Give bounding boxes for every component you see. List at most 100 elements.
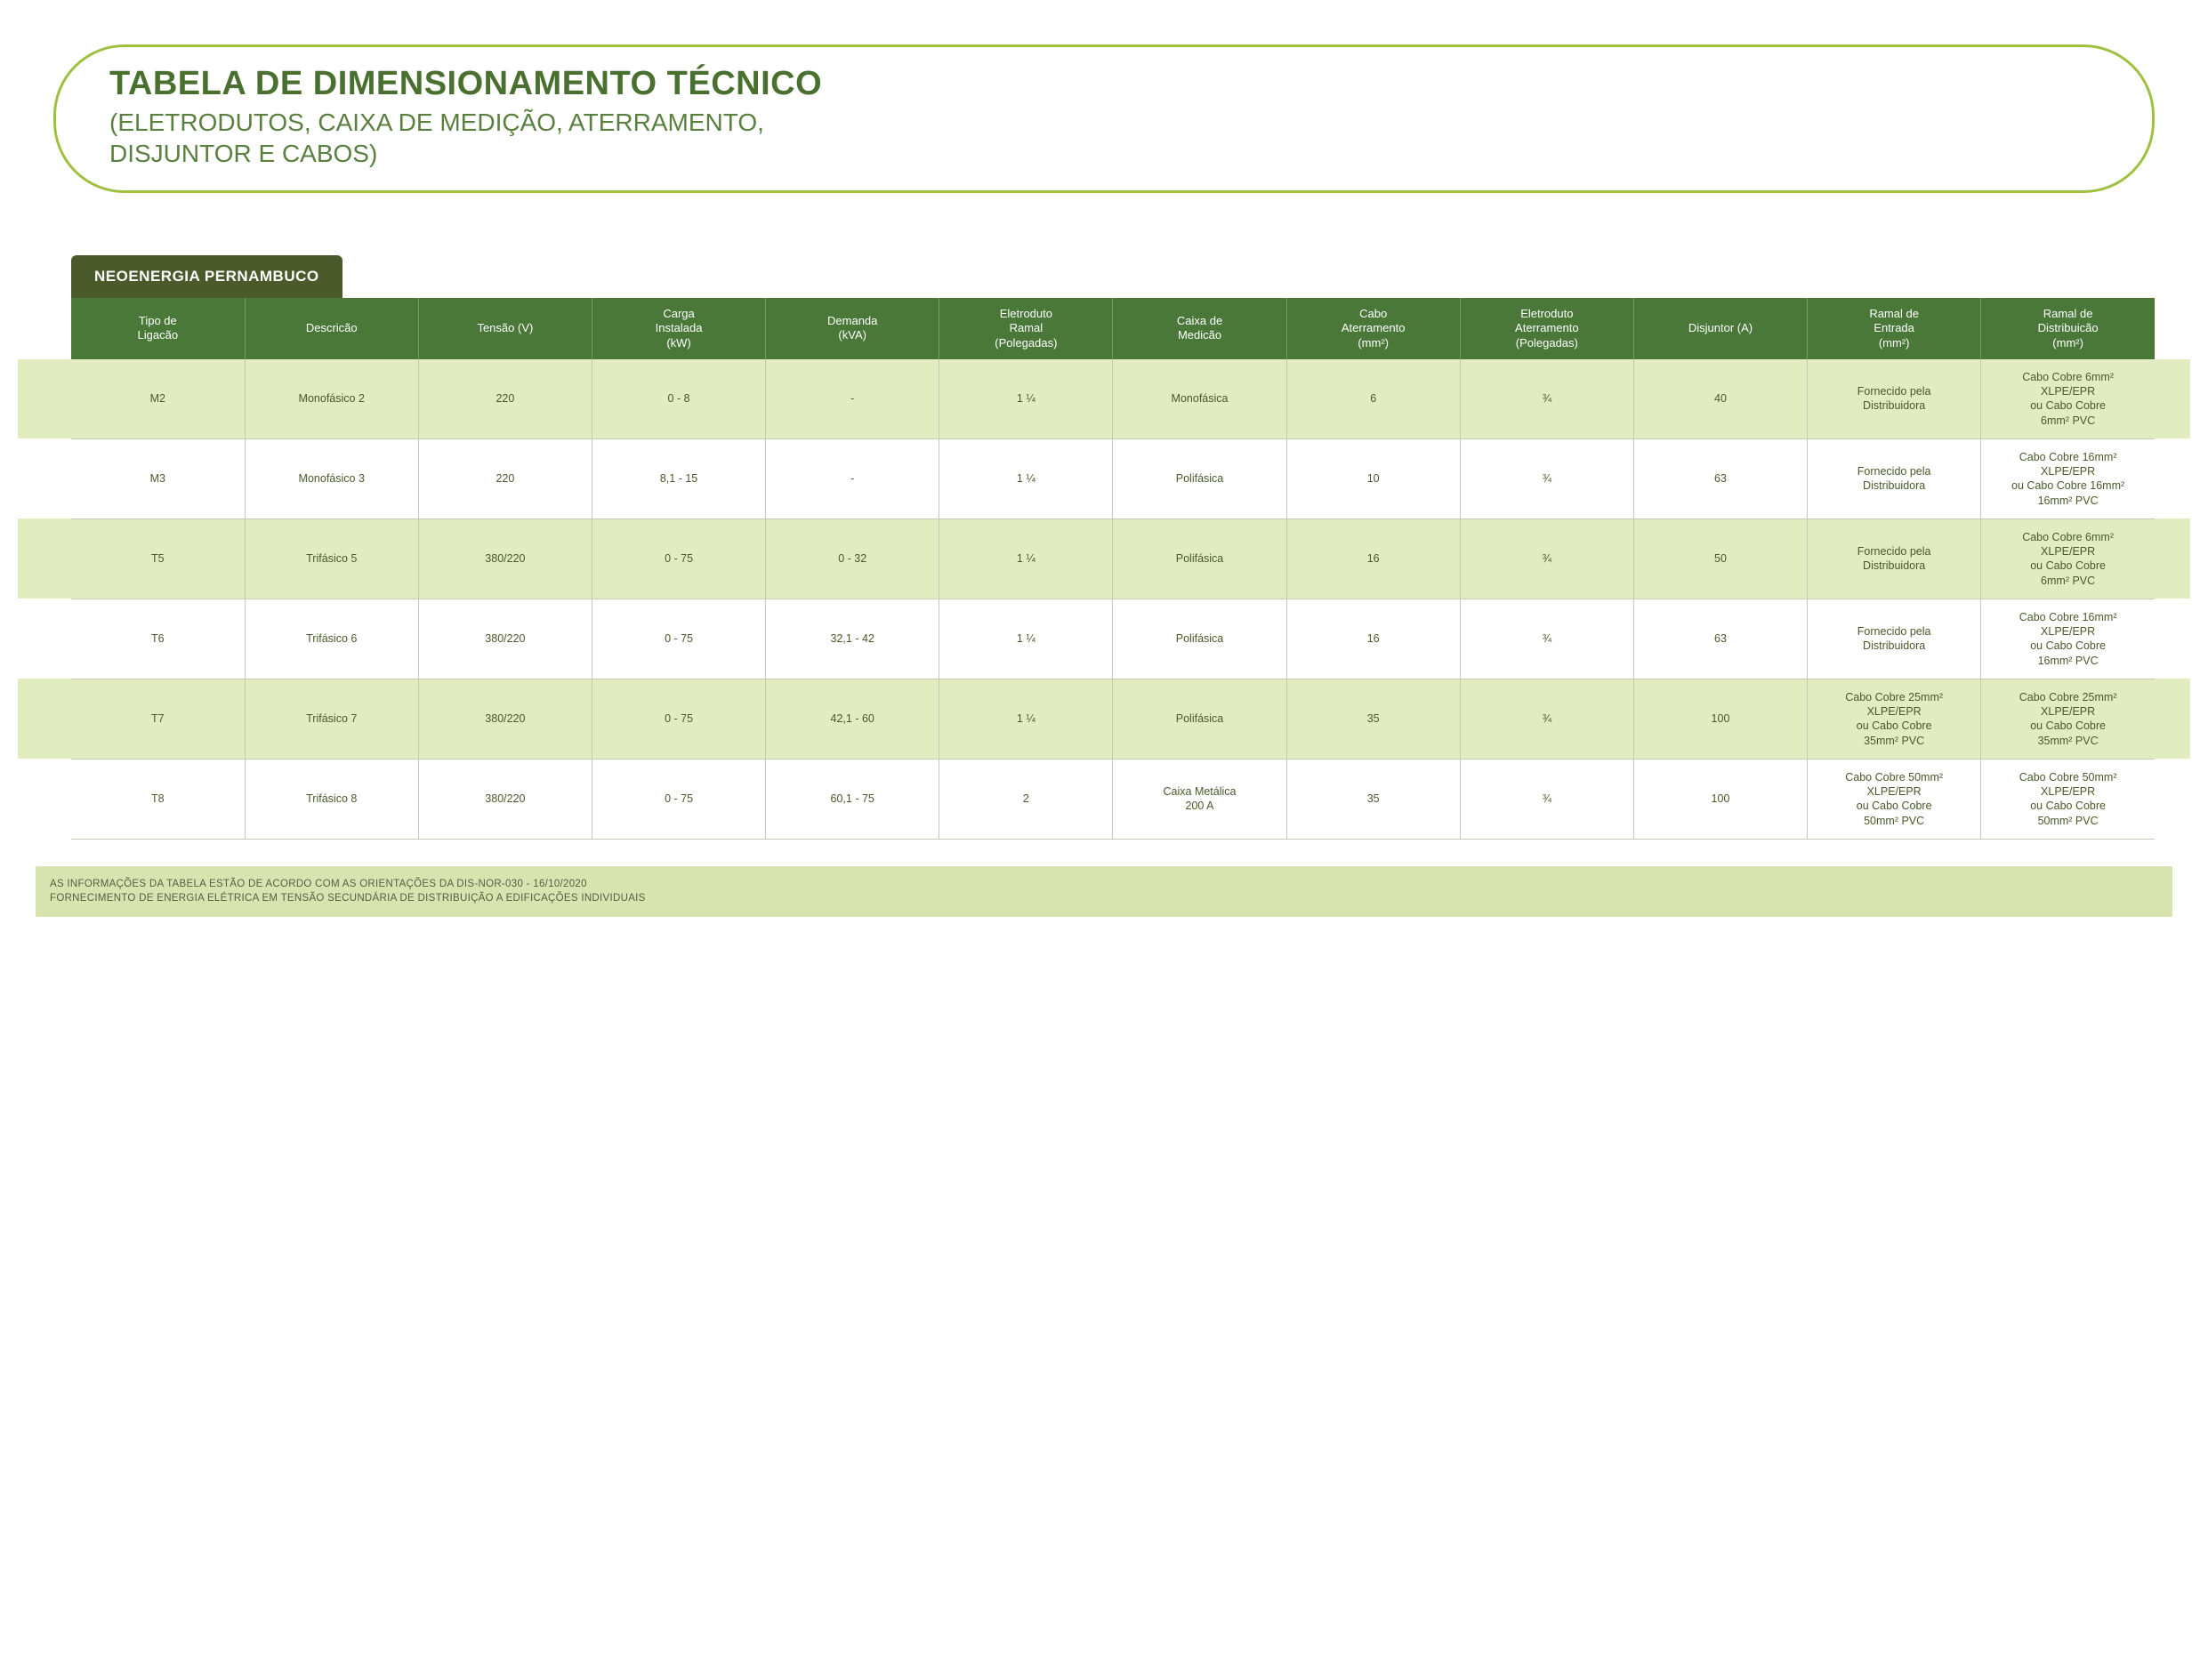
title-box: TABELA DE DIMENSIONAMENTO TÉCNICO (ELETR… bbox=[53, 44, 2155, 193]
cell-r1-c7: 10 bbox=[1286, 438, 1460, 518]
cell-r1-c11: Cabo Cobre 16mm² XLPE/EPR ou Cabo Cobre … bbox=[1981, 438, 2155, 518]
col-header-1: Descricão bbox=[245, 298, 418, 359]
table-row: M2Monofásico 22200 - 8-1 ¼Monofásica6¾40… bbox=[71, 359, 2155, 439]
cell-r4-c5: 1 ¼ bbox=[939, 679, 1113, 759]
cell-r3-c8: ¾ bbox=[1460, 599, 1633, 679]
page-subtitle: (ELETRODUTOS, CAIXA DE MEDIÇÃO, ATERRAME… bbox=[109, 107, 2099, 169]
cell-r0-c5: 1 ¼ bbox=[939, 359, 1113, 439]
cell-r2-c9: 50 bbox=[1633, 518, 1807, 599]
cell-r0-c7: 6 bbox=[1286, 359, 1460, 439]
col-header-5: Eletroduto Ramal (Polegadas) bbox=[939, 298, 1113, 359]
footer-line-2: FORNECIMENTO DE ENERGIA ELÉTRICA EM TENS… bbox=[50, 891, 2158, 906]
sizing-table: Tipo de LigacãoDescricãoTensão (V)Carga … bbox=[71, 298, 2155, 840]
cell-r2-c6: Polifásica bbox=[1113, 518, 1286, 599]
cell-r4-c1: Trifásico 7 bbox=[245, 679, 418, 759]
cell-r2-c5: 1 ¼ bbox=[939, 518, 1113, 599]
cell-r3-c2: 380/220 bbox=[418, 599, 592, 679]
cell-r4-c7: 35 bbox=[1286, 679, 1460, 759]
cell-r4-c11: Cabo Cobre 25mm² XLPE/EPR ou Cabo Cobre … bbox=[1981, 679, 2155, 759]
cell-r5-c9: 100 bbox=[1633, 759, 1807, 839]
col-header-11: Ramal de Distribuicão (mm²) bbox=[1981, 298, 2155, 359]
table-row: T8Trifásico 8380/2200 - 7560,1 - 752Caix… bbox=[71, 759, 2155, 839]
cell-r3-c1: Trifásico 6 bbox=[245, 599, 418, 679]
cell-r4-c6: Polifásica bbox=[1113, 679, 1286, 759]
col-header-2: Tensão (V) bbox=[418, 298, 592, 359]
table-row: T5Trifásico 5380/2200 - 750 - 321 ¼Polif… bbox=[71, 518, 2155, 599]
table-region: NEOENERGIA PERNAMBUCO Tipo de LigacãoDes… bbox=[36, 255, 2172, 840]
cell-r1-c6: Polifásica bbox=[1113, 438, 1286, 518]
table-row: T6Trifásico 6380/2200 - 7532,1 - 421 ¼Po… bbox=[71, 599, 2155, 679]
cell-r0-c8: ¾ bbox=[1460, 359, 1633, 439]
cell-r5-c8: ¾ bbox=[1460, 759, 1633, 839]
cell-r0-c10: Fornecido pela Distribuidora bbox=[1808, 359, 1981, 439]
cell-r0-c0: M2 bbox=[71, 359, 245, 439]
cell-r5-c6: Caixa Metálica 200 A bbox=[1113, 759, 1286, 839]
cell-r0-c1: Monofásico 2 bbox=[245, 359, 418, 439]
cell-r5-c4: 60,1 - 75 bbox=[766, 759, 939, 839]
cell-r3-c3: 0 - 75 bbox=[592, 599, 765, 679]
col-header-0: Tipo de Ligacão bbox=[71, 298, 245, 359]
col-header-9: Disjuntor (A) bbox=[1633, 298, 1807, 359]
cell-r5-c7: 35 bbox=[1286, 759, 1460, 839]
cell-r2-c1: Trifásico 5 bbox=[245, 518, 418, 599]
cell-r2-c11: Cabo Cobre 6mm² XLPE/EPR ou Cabo Cobre 6… bbox=[1981, 518, 2155, 599]
cell-r5-c10: Cabo Cobre 50mm² XLPE/EPR ou Cabo Cobre … bbox=[1808, 759, 1981, 839]
cell-r1-c3: 8,1 - 15 bbox=[592, 438, 765, 518]
cell-r5-c3: 0 - 75 bbox=[592, 759, 765, 839]
cell-r5-c2: 380/220 bbox=[418, 759, 592, 839]
cell-r1-c8: ¾ bbox=[1460, 438, 1633, 518]
cell-r0-c9: 40 bbox=[1633, 359, 1807, 439]
cell-r2-c10: Fornecido pela Distribuidora bbox=[1808, 518, 1981, 599]
cell-r1-c10: Fornecido pela Distribuidora bbox=[1808, 438, 1981, 518]
cell-r4-c4: 42,1 - 60 bbox=[766, 679, 939, 759]
cell-r4-c8: ¾ bbox=[1460, 679, 1633, 759]
cell-r0-c3: 0 - 8 bbox=[592, 359, 765, 439]
col-header-10: Ramal de Entrada (mm²) bbox=[1808, 298, 1981, 359]
cell-r4-c3: 0 - 75 bbox=[592, 679, 765, 759]
cell-r3-c4: 32,1 - 42 bbox=[766, 599, 939, 679]
cell-r3-c6: Polifásica bbox=[1113, 599, 1286, 679]
cell-r1-c4: - bbox=[766, 438, 939, 518]
cell-r2-c0: T5 bbox=[71, 518, 245, 599]
footer-note: AS INFORMAÇÕES DA TABELA ESTÃO DE ACORDO… bbox=[36, 866, 2172, 917]
cell-r4-c0: T7 bbox=[71, 679, 245, 759]
cell-r1-c5: 1 ¼ bbox=[939, 438, 1113, 518]
cell-r0-c6: Monofásica bbox=[1113, 359, 1286, 439]
table-row: M3Monofásico 32208,1 - 15-1 ¼Polifásica1… bbox=[71, 438, 2155, 518]
cell-r0-c4: - bbox=[766, 359, 939, 439]
cell-r2-c3: 0 - 75 bbox=[592, 518, 765, 599]
table-body: M2Monofásico 22200 - 8-1 ¼Monofásica6¾40… bbox=[71, 359, 2155, 840]
col-header-8: Eletroduto Aterramento (Polegadas) bbox=[1460, 298, 1633, 359]
col-header-4: Demanda (kVA) bbox=[766, 298, 939, 359]
cell-r1-c0: M3 bbox=[71, 438, 245, 518]
cell-r5-c5: 2 bbox=[939, 759, 1113, 839]
cell-r1-c1: Monofásico 3 bbox=[245, 438, 418, 518]
page-title: TABELA DE DIMENSIONAMENTO TÉCNICO bbox=[109, 65, 2099, 103]
cell-r2-c4: 0 - 32 bbox=[766, 518, 939, 599]
cell-r5-c0: T8 bbox=[71, 759, 245, 839]
cell-r3-c9: 63 bbox=[1633, 599, 1807, 679]
cell-r5-c11: Cabo Cobre 50mm² XLPE/EPR ou Cabo Cobre … bbox=[1981, 759, 2155, 839]
cell-r2-c8: ¾ bbox=[1460, 518, 1633, 599]
cell-r2-c7: 16 bbox=[1286, 518, 1460, 599]
cell-r3-c7: 16 bbox=[1286, 599, 1460, 679]
col-header-6: Caixa de Medicão bbox=[1113, 298, 1286, 359]
cell-r0-c11: Cabo Cobre 6mm² XLPE/EPR ou Cabo Cobre 6… bbox=[1981, 359, 2155, 439]
cell-r3-c10: Fornecido pela Distribuidora bbox=[1808, 599, 1981, 679]
cell-r4-c9: 100 bbox=[1633, 679, 1807, 759]
table-row: T7Trifásico 7380/2200 - 7542,1 - 601 ¼Po… bbox=[71, 679, 2155, 759]
table-tab: NEOENERGIA PERNAMBUCO bbox=[71, 255, 342, 298]
table-header: Tipo de LigacãoDescricãoTensão (V)Carga … bbox=[71, 298, 2155, 359]
cell-r4-c10: Cabo Cobre 25mm² XLPE/EPR ou Cabo Cobre … bbox=[1808, 679, 1981, 759]
cell-r0-c2: 220 bbox=[418, 359, 592, 439]
cell-r3-c5: 1 ¼ bbox=[939, 599, 1113, 679]
cell-r3-c0: T6 bbox=[71, 599, 245, 679]
cell-r5-c1: Trifásico 8 bbox=[245, 759, 418, 839]
cell-r2-c2: 380/220 bbox=[418, 518, 592, 599]
footer-line-1: AS INFORMAÇÕES DA TABELA ESTÃO DE ACORDO… bbox=[50, 877, 2158, 892]
col-header-3: Carga Instalada (kW) bbox=[592, 298, 765, 359]
cell-r1-c2: 220 bbox=[418, 438, 592, 518]
cell-r3-c11: Cabo Cobre 16mm² XLPE/EPR ou Cabo Cobre … bbox=[1981, 599, 2155, 679]
cell-r4-c2: 380/220 bbox=[418, 679, 592, 759]
col-header-7: Cabo Aterramento (mm²) bbox=[1286, 298, 1460, 359]
